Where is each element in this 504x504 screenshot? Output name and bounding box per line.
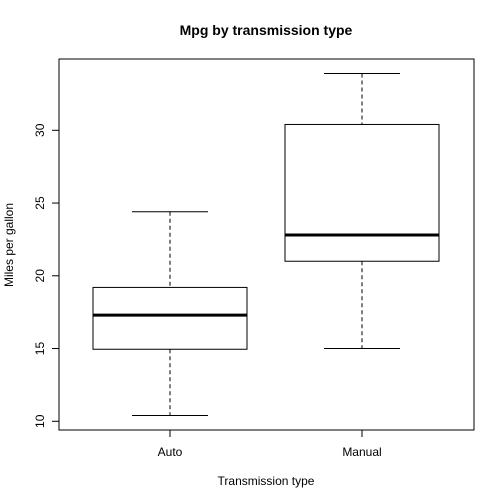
chart-title: Mpg by transmission type: [180, 22, 353, 38]
box-manual: [284, 73, 440, 350]
y-tick-label-15: 15: [33, 342, 47, 356]
x-axis: Auto Manual: [158, 430, 382, 459]
y-tick-label-25: 25: [33, 196, 47, 210]
box-auto: [92, 211, 248, 416]
iqr-box-auto: [92, 286, 248, 350]
y-tick-label-20: 20: [33, 269, 47, 283]
y-tick-label-30: 30: [33, 123, 47, 137]
y-axis-label: Miles per gallon: [2, 203, 16, 287]
y-axis: 10 15 20 25 30: [33, 123, 59, 428]
x-tick-label-manual: Manual: [342, 445, 381, 459]
y-tick-label-10: 10: [33, 414, 47, 428]
plot-frame: [58, 58, 475, 431]
x-axis-label: Transmission type: [218, 474, 315, 488]
iqr-box-manual: [284, 123, 440, 262]
x-tick-label-auto: Auto: [158, 445, 183, 459]
boxes-group: [92, 73, 440, 416]
